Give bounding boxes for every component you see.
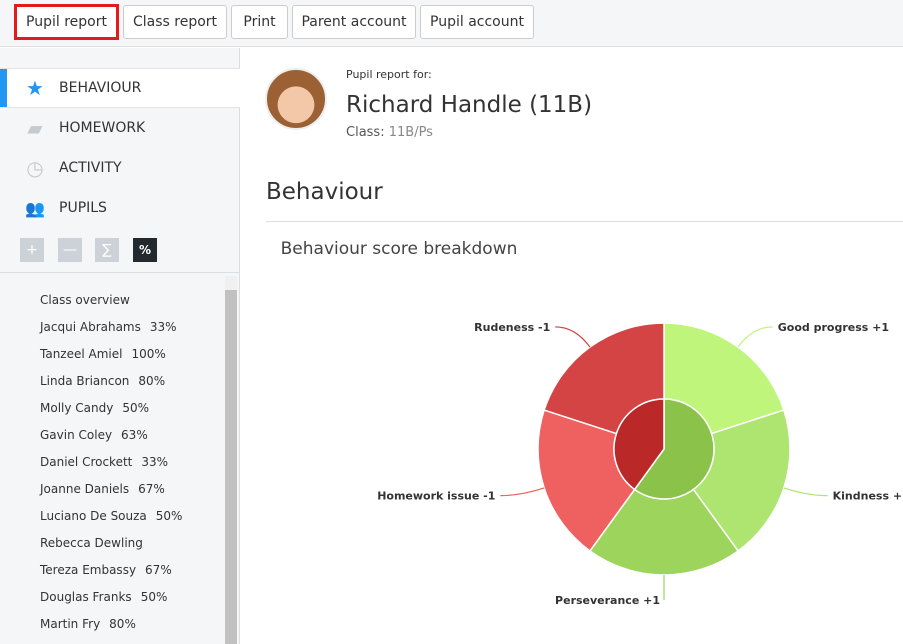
- class-label: Class:: [346, 125, 385, 140]
- pupil-percent: 100%: [131, 347, 166, 361]
- pupil-percent: 50%: [122, 401, 150, 415]
- subtract-tool-button[interactable]: —: [58, 238, 82, 262]
- scrollbar[interactable]: [225, 290, 237, 644]
- pupil-list-item[interactable]: Douglas Franks 50%: [40, 590, 167, 604]
- clock-icon: ◷: [26, 156, 44, 180]
- pupil-name: Douglas Franks: [40, 590, 132, 604]
- pupil-list-item[interactable]: Luciano De Souza 50%: [40, 509, 182, 523]
- pupil-percent: 33%: [141, 455, 169, 469]
- pupil-percent: 33%: [149, 320, 177, 334]
- avatar: [265, 68, 327, 130]
- pupil-list-item[interactable]: Jacqui Abrahams 33%: [40, 320, 177, 334]
- pupil-name: Tanzeel Amiel: [40, 347, 123, 361]
- book-icon: ▰: [27, 116, 43, 140]
- pupil-percent: 80%: [138, 374, 166, 388]
- nav-behaviour[interactable]: ★ BEHAVIOUR: [0, 68, 240, 108]
- pupil-name: Daniel Crockett: [40, 455, 133, 469]
- pupil-name: Joanne Daniels: [40, 482, 130, 496]
- pupil-percent: 67%: [145, 563, 172, 577]
- pupil-account-button[interactable]: Pupil account: [420, 5, 534, 39]
- label-connector: [555, 326, 591, 348]
- pupil-name: Richard Handle (11B): [346, 92, 593, 118]
- nav-label: HOMEWORK: [59, 120, 146, 136]
- slice-label: Perseverance +1: [555, 594, 660, 607]
- sidebar: ★ BEHAVIOUR ▰ HOMEWORK ◷ ACTIVITY 👥 PUPILS +…: [0, 48, 240, 644]
- pupil-list: Class overview Jacqui Abrahams 33% Tanzeel …: [0, 272, 240, 644]
- parent-account-button[interactable]: Parent account: [292, 5, 416, 39]
- nav-label: ACTIVITY: [59, 160, 122, 176]
- pupil-name: Tereza Embassy: [40, 563, 137, 577]
- pupil-list-item[interactable]: Rebecca Dewling: [40, 536, 152, 550]
- pupil-name: Rebecca Dewling: [40, 536, 143, 550]
- nav-label: BEHAVIOUR: [59, 80, 142, 96]
- nav-homework[interactable]: ▰ HOMEWORK: [0, 108, 240, 148]
- add-tool-button[interactable]: +: [20, 238, 44, 262]
- pupil-list-item[interactable]: Tanzeel Amiel 100%: [40, 347, 166, 361]
- nav-label: PUPILS: [59, 200, 107, 216]
- slice-label: Kindness +1: [833, 490, 903, 503]
- inner-slice-positive[interactable]: [633, 398, 715, 500]
- label-connector: [783, 487, 828, 497]
- report-for-label: Pupil report for:: [346, 68, 432, 81]
- pupil-name: Martin Fry: [40, 617, 101, 631]
- label-connector: [737, 326, 773, 348]
- label-connector: [500, 487, 545, 497]
- star-icon: ★: [26, 76, 44, 100]
- pupils-icon: 👥: [25, 198, 45, 218]
- pupil-name: Jacqui Abrahams: [40, 320, 141, 334]
- pupil-list-item[interactable]: Gavin Coley 63%: [40, 428, 148, 442]
- pupil-percent: 50%: [155, 509, 183, 523]
- pupil-name: Gavin Coley: [40, 428, 113, 442]
- toolbar: Pupil report Class report Print Parent a…: [0, 0, 903, 47]
- pupil-name: Class overview: [40, 293, 130, 307]
- slice-label: Rudeness -1: [474, 321, 550, 334]
- slice-label: Homework issue -1: [377, 490, 495, 503]
- inner-slice-negative[interactable]: [613, 398, 665, 491]
- class-value: 11B/Ps: [388, 125, 433, 140]
- slice-label: Good progress +1: [778, 321, 889, 334]
- pupil-name: Luciano De Souza: [40, 509, 147, 523]
- class-report-button[interactable]: Class report: [123, 5, 227, 39]
- nav-pupils[interactable]: 👥 PUPILS: [0, 188, 240, 228]
- pupil-name: Molly Candy: [40, 401, 114, 415]
- divider: [266, 221, 903, 222]
- pupil-list-item[interactable]: Class overview: [40, 293, 139, 307]
- pupil-name: Linda Briancon: [40, 374, 130, 388]
- pupil-list-item[interactable]: Molly Candy 50%: [40, 401, 149, 415]
- pupil-percent: 63%: [121, 428, 148, 442]
- chart-title: Behaviour score breakdown: [280, 239, 518, 259]
- pupil-report-button[interactable]: Pupil report: [14, 4, 119, 40]
- percent-tool-button[interactable]: %: [133, 238, 157, 262]
- sum-tool-button[interactable]: ∑: [95, 238, 119, 262]
- pupil-percent: 67%: [138, 482, 165, 496]
- pupil-list-item[interactable]: Daniel Crockett 33%: [40, 455, 168, 469]
- section-title: Behaviour: [266, 179, 383, 205]
- pupil-list-item[interactable]: Martin Fry 80%: [40, 617, 136, 631]
- nav-activity[interactable]: ◷ ACTIVITY: [0, 148, 240, 188]
- pupil-list-item[interactable]: Linda Briancon 80%: [40, 374, 165, 388]
- pupil-percent: 80%: [109, 617, 136, 631]
- print-button[interactable]: Print: [231, 5, 288, 39]
- pupil-list-item[interactable]: Tereza Embassy 67%: [40, 563, 172, 577]
- pupil-list-item[interactable]: Joanne Daniels 67%: [40, 482, 165, 496]
- pupil-percent: 50%: [140, 590, 168, 604]
- scroll-up-button[interactable]: [225, 276, 237, 290]
